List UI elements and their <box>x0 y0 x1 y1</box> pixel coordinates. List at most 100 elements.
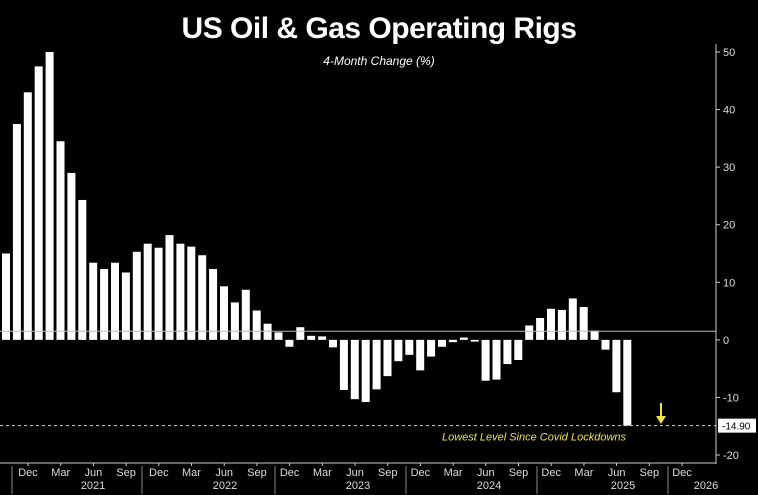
bar <box>285 339 294 347</box>
bar <box>252 310 261 340</box>
bar <box>111 262 119 340</box>
bar <box>383 339 392 377</box>
annotation-label: Lowest Level Since Covid Lockdowns <box>442 432 627 444</box>
x-axis: Dec Mar Jun Sep Dec Mar Jun Sep Dec Mar Jun Sep Dec M… <box>0 462 718 494</box>
y-tick-label: -20 <box>723 450 739 462</box>
bar <box>361 339 370 403</box>
x-tick-label: Dec <box>672 467 692 479</box>
bar <box>601 339 610 350</box>
x-tick-label: Sep <box>247 467 267 479</box>
bar <box>405 339 414 355</box>
bar <box>318 336 327 340</box>
bar <box>100 269 109 340</box>
x-tick-label: Dec <box>149 467 169 479</box>
bar <box>296 327 305 340</box>
bar <box>132 251 141 340</box>
y-axis: 50 40 30 20 10 0 -10 -20 <box>715 44 739 464</box>
last-value-label: -14.90 <box>722 422 751 433</box>
bar <box>209 269 218 340</box>
bar <box>372 339 381 390</box>
bar <box>492 339 501 380</box>
bar <box>165 235 174 340</box>
bar <box>416 339 425 371</box>
bar <box>230 302 239 340</box>
y-tick-label: 50 <box>723 47 735 59</box>
x-tick-label: Mar <box>51 467 70 479</box>
annotations: -14.90 Lowest Level Since Covid Lockdowns <box>0 403 756 444</box>
x-tick-label: Sep <box>378 467 398 479</box>
x-year-label: 2026 <box>694 480 718 492</box>
y-tick-label: 10 <box>723 277 735 289</box>
x-year-label: 2025 <box>611 480 635 492</box>
last-value-badge <box>718 418 756 433</box>
x-year-label: 2023 <box>346 480 370 492</box>
chart-subtitle: 4-Month Change (%) <box>323 54 435 68</box>
x-year-label: 2024 <box>477 480 501 492</box>
x-tick-label: Jun <box>85 467 103 479</box>
bar <box>568 298 577 340</box>
bar <box>34 66 43 340</box>
bar <box>470 339 479 342</box>
x-year-label: 2022 <box>213 480 237 492</box>
y-tick-label: 40 <box>723 105 735 117</box>
bar <box>220 286 228 340</box>
bar <box>143 243 152 340</box>
bar <box>176 243 185 340</box>
y-tick-label: 0 <box>723 335 729 347</box>
bar <box>154 247 163 340</box>
bar <box>67 172 76 340</box>
bar <box>438 339 446 347</box>
bar <box>503 339 512 365</box>
bar <box>481 339 490 381</box>
bar <box>2 253 10 340</box>
bar <box>274 332 283 340</box>
x-tick-label: Mar <box>182 467 201 479</box>
bar <box>56 141 65 340</box>
y-tick-label: 30 <box>723 162 735 174</box>
x-tick-label: Mar <box>574 467 593 479</box>
x-tick-label: Dec <box>280 467 300 479</box>
bar <box>547 308 555 340</box>
bar <box>121 272 130 340</box>
y-tick-label: 20 <box>723 220 735 232</box>
bar <box>514 339 523 361</box>
bar <box>198 255 207 340</box>
x-tick-label: Mar <box>313 467 332 479</box>
bars-group <box>0 52 716 426</box>
y-tick-label: -10 <box>723 392 739 404</box>
down-arrow-head <box>656 416 666 424</box>
bar <box>339 339 348 390</box>
x-tick-label: Jun <box>608 467 626 479</box>
bar <box>23 92 32 340</box>
x-tick-label: Sep <box>116 467 136 479</box>
bar <box>448 339 457 343</box>
x-tick-label: Mar <box>444 467 463 479</box>
x-tick-label: Sep <box>509 467 529 479</box>
chart-title: US Oil & Gas Operating Rigs <box>181 12 577 45</box>
bar <box>525 325 534 340</box>
bar <box>459 337 468 340</box>
x-year-label: 2021 <box>81 480 105 492</box>
x-tick-label: Dec <box>541 467 561 479</box>
x-tick-label: Jun <box>215 467 233 479</box>
bar <box>536 317 545 340</box>
bar <box>187 246 196 340</box>
x-tick-label: Dec <box>411 467 431 479</box>
bar <box>612 339 621 393</box>
bar <box>12 123 21 340</box>
bar <box>307 335 316 340</box>
bar <box>557 309 566 340</box>
bar <box>89 262 98 340</box>
bar <box>394 339 403 362</box>
bar <box>241 289 250 340</box>
x-tick-label: Jun <box>346 467 364 479</box>
bar <box>329 339 337 348</box>
x-tick-label: Dec <box>18 467 38 479</box>
x-tick-label: Jun <box>477 467 495 479</box>
bar <box>45 52 54 340</box>
x-tick-label: Sep <box>640 467 660 479</box>
bar <box>427 339 436 357</box>
bar <box>590 330 599 340</box>
bar <box>579 307 588 340</box>
